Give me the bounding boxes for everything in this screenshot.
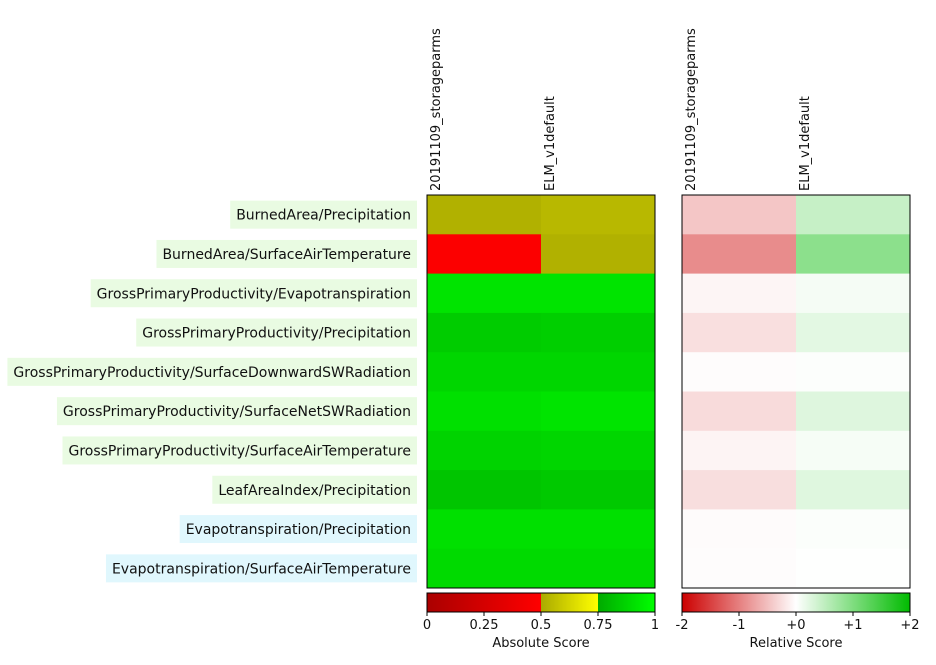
row-label-text: GrossPrimaryProductivity/Evapotranspirat… xyxy=(97,286,411,302)
relative-cell-6-1 xyxy=(796,430,911,471)
relative-colorbar-tick-2: +0 xyxy=(786,618,805,633)
absolute-cell-6-1 xyxy=(541,430,656,471)
relative-cell-7-0 xyxy=(682,470,797,510)
relative-colorbar-tick-3: +1 xyxy=(843,618,862,633)
absolute-cell-0-1 xyxy=(541,195,656,235)
row-label-4: GrossPrimaryProductivity/SurfaceDownward… xyxy=(7,357,417,386)
absolute-cell-5-1 xyxy=(541,391,656,432)
relative-cell-3-1 xyxy=(796,312,911,353)
relative-heatmap-border xyxy=(681,194,911,589)
row-label-background xyxy=(105,554,417,583)
relative-colorbar-label: Relative Score xyxy=(750,636,843,651)
absolute-cell-5-0 xyxy=(427,391,542,432)
absolute-cell-1-0 xyxy=(427,234,542,275)
row-label-2: GrossPrimaryProductivity/Evapotranspirat… xyxy=(90,279,417,308)
row-label-text: BurnedArea/Precipitation xyxy=(236,208,411,224)
relative-colorbar-tick-1: -1 xyxy=(733,618,746,633)
relative-cell-2-0 xyxy=(682,273,797,314)
absolute-colorbar-segment-2 xyxy=(598,593,655,612)
absolute-cell-4-0 xyxy=(427,352,542,392)
absolute-colorbar-tick-0: 0 xyxy=(423,618,431,633)
absolute-cell-3-1 xyxy=(541,312,656,353)
relative-column-label-1: ELM_v1default xyxy=(798,96,813,191)
relative-cell-6-0 xyxy=(682,430,797,471)
relative-colorbar-gradient xyxy=(682,593,910,612)
absolute-column-label-1: ELM_v1default xyxy=(543,96,558,191)
absolute-colorbar-tick-1: 0.25 xyxy=(470,618,499,633)
absolute-cell-2-0 xyxy=(427,273,542,314)
absolute-cell-0-0 xyxy=(427,195,542,235)
row-label-5: GrossPrimaryProductivity/SurfaceNetSWRad… xyxy=(56,397,417,426)
absolute-colorbar-segment-1 xyxy=(541,593,598,612)
absolute-colorbar-label: Absolute Score xyxy=(492,636,589,651)
absolute-colorbar-tick-2: 0.5 xyxy=(531,618,552,633)
relative-cell-4-0 xyxy=(682,352,797,392)
absolute-heatmap-border xyxy=(426,194,656,589)
absolute-colorbar-segment-0 xyxy=(427,593,541,612)
absolute-cell-9-0 xyxy=(427,548,542,589)
row-label-background xyxy=(62,436,417,465)
row-label-text: Evapotranspiration/SurfaceAirTemperature xyxy=(112,561,411,577)
absolute-cell-7-1 xyxy=(541,470,656,510)
row-label-background xyxy=(230,200,417,229)
row-label-background xyxy=(156,239,417,268)
absolute-cell-8-0 xyxy=(427,509,542,550)
relative-cell-5-1 xyxy=(796,391,911,432)
absolute-cell-2-1 xyxy=(541,273,656,314)
row-label-background xyxy=(179,515,417,544)
row-label-6: GrossPrimaryProductivity/SurfaceAirTempe… xyxy=(62,436,417,465)
row-label-background xyxy=(56,397,417,426)
row-label-text: Evapotranspiration/Precipitation xyxy=(186,522,411,538)
relative-cell-1-0 xyxy=(682,234,797,275)
absolute-cell-8-1 xyxy=(541,509,656,550)
row-label-7: LeafAreaIndex/Precipitation xyxy=(212,475,417,504)
row-label-text: GrossPrimaryProductivity/SurfaceNetSWRad… xyxy=(63,404,411,420)
absolute-column-label-0: 20191109_storageparms xyxy=(429,28,444,191)
row-label-background xyxy=(7,357,417,386)
absolute-cell-4-1 xyxy=(541,352,656,392)
row-label-text: GrossPrimaryProductivity/Precipitation xyxy=(142,326,411,342)
absolute-cell-1-1 xyxy=(541,234,656,275)
row-label-background xyxy=(212,475,417,504)
relative-cell-1-1 xyxy=(796,234,911,275)
row-label-0: BurnedArea/Precipitation xyxy=(230,200,417,229)
relative-cell-9-1 xyxy=(796,548,911,589)
relative-cell-8-0 xyxy=(682,509,797,550)
absolute-colorbar-tick-4: 1 xyxy=(651,618,659,633)
row-label-text: LeafAreaIndex/Precipitation xyxy=(218,483,411,499)
relative-colorbar-tick-4: +2 xyxy=(900,618,919,633)
relative-cell-0-1 xyxy=(796,195,911,235)
relative-cell-9-0 xyxy=(682,548,797,589)
relative-cell-3-0 xyxy=(682,312,797,353)
relative-column-label-0: 20191109_storageparms xyxy=(684,28,699,191)
row-label-8: Evapotranspiration/Precipitation xyxy=(179,515,417,544)
relative-cell-5-0 xyxy=(682,391,797,432)
row-label-3: GrossPrimaryProductivity/Precipitation xyxy=(136,318,417,347)
relative-cell-7-1 xyxy=(796,470,911,510)
absolute-cell-7-0 xyxy=(427,470,542,510)
absolute-cell-9-1 xyxy=(541,548,656,589)
relative-cell-2-1 xyxy=(796,273,911,314)
row-label-background xyxy=(136,318,417,347)
row-label-text: GrossPrimaryProductivity/SurfaceDownward… xyxy=(13,365,411,381)
row-label-text: GrossPrimaryProductivity/SurfaceAirTempe… xyxy=(68,443,411,459)
row-label-9: Evapotranspiration/SurfaceAirTemperature xyxy=(105,554,417,583)
absolute-cell-6-0 xyxy=(427,430,542,471)
absolute-cell-3-0 xyxy=(427,312,542,353)
row-label-text: BurnedArea/SurfaceAirTemperature xyxy=(162,247,411,263)
absolute-colorbar-tick-3: 0.75 xyxy=(584,618,613,633)
row-label-1: BurnedArea/SurfaceAirTemperature xyxy=(156,239,417,268)
row-label-background xyxy=(90,279,417,308)
relative-cell-4-1 xyxy=(796,352,911,392)
relative-colorbar-tick-0: -2 xyxy=(676,618,689,633)
relative-cell-8-1 xyxy=(796,509,911,550)
relative-cell-0-0 xyxy=(682,195,797,235)
